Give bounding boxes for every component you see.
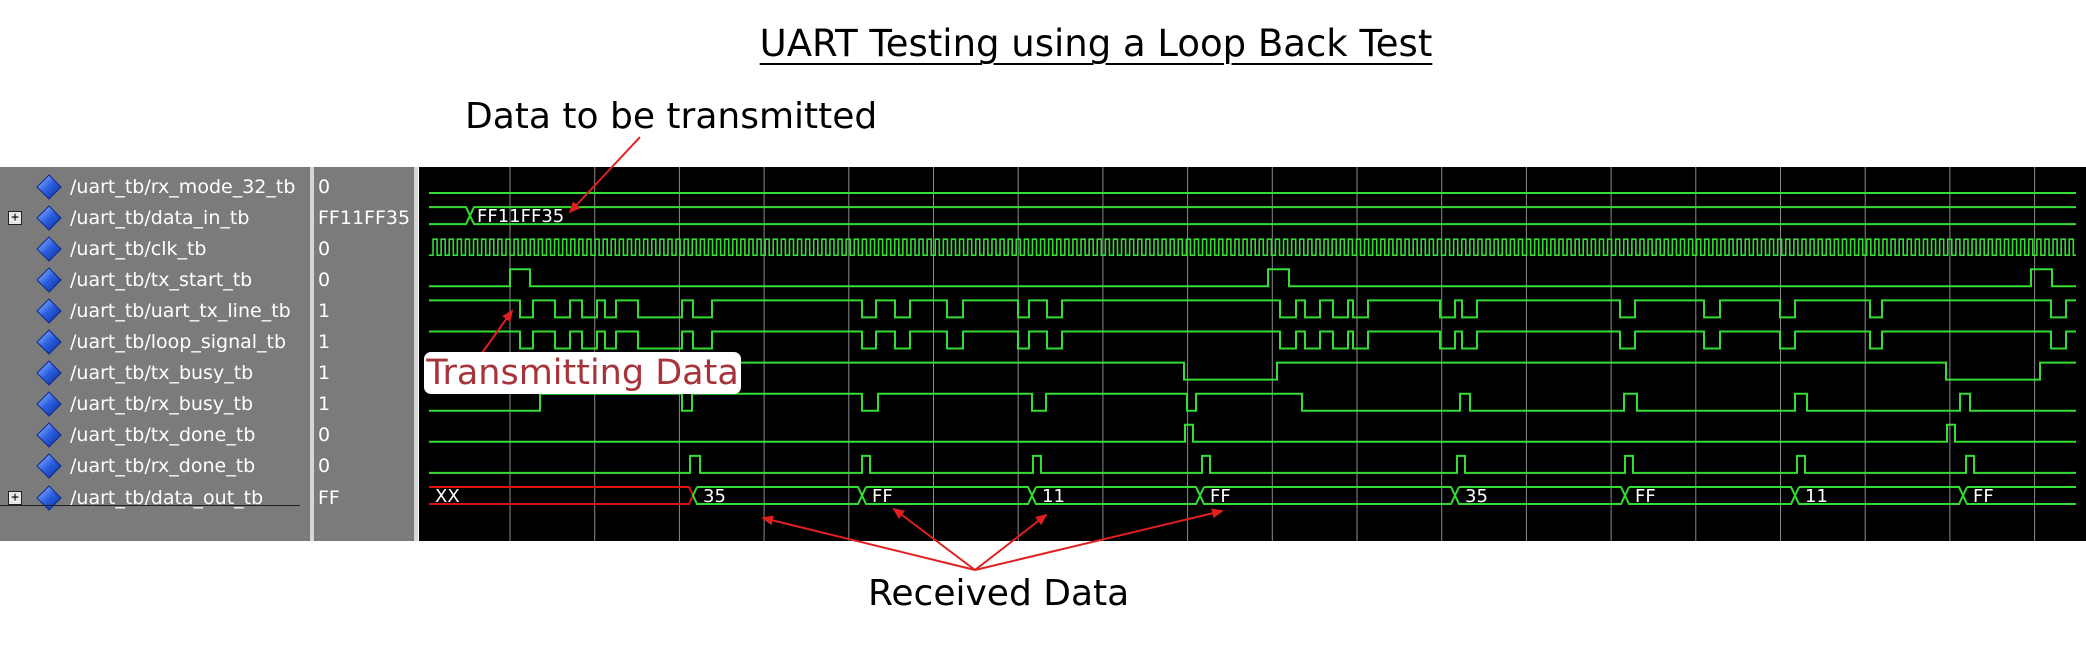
signal-row[interactable]: /uart_tb/loop_signal_tb <box>0 327 310 358</box>
signal-value: 1 <box>318 393 331 416</box>
bus-value-label: 35 <box>1465 486 1488 507</box>
waveform-trace <box>429 361 2076 381</box>
signal-row[interactable]: /uart_tb/rx_done_tb <box>0 451 310 482</box>
signal-value: 0 <box>318 455 331 478</box>
annotation-transmitting-label: Transmitting Data <box>426 353 739 393</box>
waveform-trace <box>429 299 2076 319</box>
blue-diamond-icon <box>36 453 62 480</box>
waveform-trace <box>1198 486 1457 505</box>
signal-row[interactable]: /uart_tb/uart_tx_line_tb <box>0 295 310 326</box>
waveform-trace <box>429 486 695 505</box>
signal-name: /uart_tb/tx_busy_tb <box>70 362 254 385</box>
signal-value: FF11FF35 <box>318 206 411 229</box>
signal-value: FF <box>318 486 340 509</box>
waveform-trace <box>860 486 1034 505</box>
blue-diamond-icon <box>36 298 62 324</box>
signal-name: /uart_tb/tx_start_tb <box>70 268 253 291</box>
waveform-trace <box>429 268 2076 288</box>
waveform-trace <box>429 392 2076 412</box>
signal-name: /uart_tb/clk_tb <box>70 237 207 260</box>
waveform-trace <box>691 486 864 505</box>
waveform-trace <box>1961 486 2076 505</box>
bus-value-label: 11 <box>1042 486 1065 507</box>
signal-row[interactable]: /uart_tb/tx_done_tb <box>0 420 310 451</box>
panel-divider[interactable] <box>414 167 418 541</box>
blue-diamond-icon <box>36 484 62 511</box>
signal-name: /uart_tb/tx_done_tb <box>70 424 256 447</box>
signal-name: /uart_tb/rx_mode_32_tb <box>70 175 296 198</box>
waveform-trace <box>1453 486 1627 505</box>
blue-diamond-icon <box>36 391 62 417</box>
signal-row[interactable]: /uart_tb/clk_tb <box>0 233 310 264</box>
signal-row[interactable]: /uart_tb/rx_busy_tb <box>0 389 310 420</box>
waveform-trace <box>468 206 2076 226</box>
bus-value-label: FF <box>1210 486 1231 507</box>
signal-name: /uart_tb/rx_done_tb <box>70 455 256 478</box>
panel-divider[interactable] <box>310 167 314 541</box>
signal-value: 0 <box>318 237 331 260</box>
blue-diamond-icon <box>36 204 62 231</box>
signal-row[interactable]: + /uart_tb/data_out_tb <box>0 482 310 513</box>
signal-value: 1 <box>318 331 331 353</box>
clock-trace <box>429 238 2076 256</box>
blue-diamond-icon <box>36 267 62 293</box>
waveform-trace <box>429 423 2076 443</box>
signal-name: /uart_tb/data_out_tb <box>70 486 264 509</box>
expand-icon[interactable]: + <box>8 490 22 505</box>
signal-row[interactable]: /uart_tb/rx_mode_32_tb <box>0 171 310 202</box>
signal-value: 1 <box>318 299 331 322</box>
blue-diamond-icon <box>36 360 62 386</box>
signal-name: /uart_tb/rx_busy_tb <box>70 393 254 416</box>
signal-names-panel: /uart_tb/rx_mode_32_tb + /uart_tb/data_in_… <box>0 167 310 541</box>
bus-value-label: XX <box>435 486 460 507</box>
annotation-received: Received Data <box>868 573 1130 614</box>
signal-value: 0 <box>318 424 331 447</box>
signal-name: /uart_tb/loop_signal_tb <box>70 331 287 353</box>
page-title: UART Testing using a Loop Back Test <box>759 22 1433 65</box>
signal-name: /uart_tb/uart_tx_line_tb <box>70 299 291 322</box>
blue-diamond-icon <box>36 173 62 200</box>
annotation-transmitting: Transmitting Data <box>424 352 741 394</box>
blue-diamond-icon <box>36 329 62 355</box>
bus-value-label: FF11FF35 <box>477 206 564 227</box>
signal-value: 1 <box>318 362 331 385</box>
waveform-trace <box>1793 486 1965 505</box>
signal-values-panel <box>314 167 414 541</box>
waveform-trace <box>1623 486 1797 505</box>
list-end-divider <box>0 505 300 507</box>
bus-value-label: 11 <box>1805 486 1828 507</box>
signal-value: 0 <box>318 268 331 291</box>
blue-diamond-icon <box>36 422 62 449</box>
signal-value: 0 <box>318 175 331 198</box>
bus-value-label: FF <box>1635 486 1656 507</box>
waveform-trace <box>429 454 2076 474</box>
waveform-trace <box>429 206 472 226</box>
waveform-trace <box>1030 486 1202 505</box>
blue-diamond-icon <box>36 235 62 262</box>
signal-row[interactable]: /uart_tb/tx_busy_tb <box>0 358 310 389</box>
waveform-trace <box>429 330 2076 350</box>
signal-name: /uart_tb/data_in_tb <box>70 206 250 229</box>
annotation-data-to-transmit: Data to be transmitted <box>465 96 878 137</box>
expand-icon[interactable]: + <box>8 210 22 225</box>
bus-value-label: FF <box>1973 486 1994 507</box>
bus-value-label: FF <box>872 486 893 507</box>
signal-row[interactable]: /uart_tb/tx_start_tb <box>0 264 310 295</box>
bus-value-label: 35 <box>703 486 726 507</box>
signal-row[interactable]: + /uart_tb/data_in_tb <box>0 202 310 233</box>
